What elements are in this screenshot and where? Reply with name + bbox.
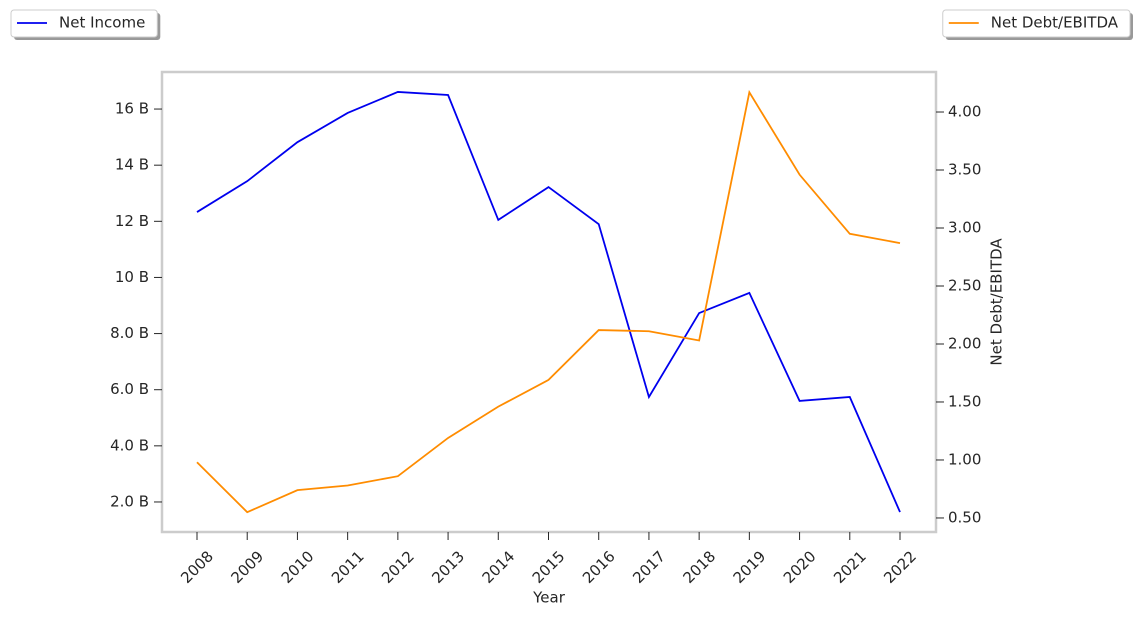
x-tick-label: 2011 <box>328 547 368 587</box>
y-tick-label: 14 B <box>115 156 149 174</box>
legend-label: Net Debt/EBITDA <box>991 14 1119 32</box>
y-tick-label: 6.0 B <box>110 380 149 398</box>
x-tick-label: 2009 <box>227 547 267 587</box>
legend-box <box>10 9 158 38</box>
y-tick-label: 4.0 B <box>110 436 149 454</box>
x-tick-label: 2008 <box>177 547 217 587</box>
y2-tick-label: 2.50 <box>948 276 981 294</box>
y-tick-label: 16 B <box>115 100 149 118</box>
y2-tick-label: 0.50 <box>948 508 981 526</box>
y-tick-label: 2.0 B <box>110 492 149 510</box>
x-tick-label: 2016 <box>579 547 619 587</box>
y2-tick-label: 1.00 <box>948 450 981 468</box>
legend-label: Net Income <box>59 14 145 32</box>
x-tick-label: 2017 <box>629 547 669 587</box>
x-tick-label: 2014 <box>479 547 519 587</box>
x-tick-label: 2015 <box>529 547 569 587</box>
y2-axis-label: Net Debt/EBITDA <box>988 238 1006 366</box>
x-tick-label: 2019 <box>730 547 770 587</box>
x-tick-label: 2013 <box>428 547 468 587</box>
y-tick-label: 10 B <box>115 268 149 286</box>
y2-tick-label: 1.50 <box>948 392 981 410</box>
plot-frame <box>160 70 938 534</box>
y2-tick-label: 3.00 <box>948 219 981 237</box>
y2-tick-label: 2.00 <box>948 334 981 352</box>
legend-box <box>942 9 1131 38</box>
y2-tick-label: 3.50 <box>948 161 981 179</box>
y2-tick-label: 4.00 <box>948 103 981 121</box>
x-tick-label: 2020 <box>780 547 820 587</box>
x-axis-label: Year <box>532 589 566 607</box>
y-tick-label: 8.0 B <box>110 324 149 342</box>
y-tick-label: 12 B <box>115 212 149 230</box>
x-tick-label: 2012 <box>378 547 418 587</box>
x-tick-label: 2010 <box>278 547 318 587</box>
line-series <box>196 91 901 513</box>
line-series <box>196 89 901 514</box>
x-tick-label: 2018 <box>679 547 719 587</box>
x-tick-label: 2022 <box>880 547 920 587</box>
x-tick-label: 2021 <box>830 547 870 587</box>
